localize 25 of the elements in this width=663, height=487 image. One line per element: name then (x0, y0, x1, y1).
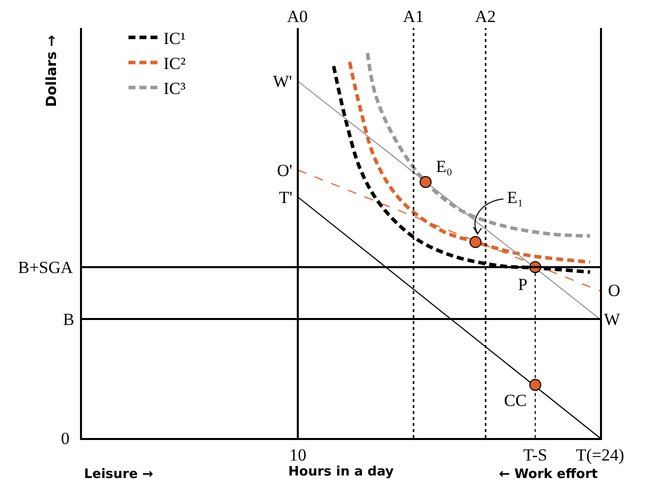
annotation: P (518, 275, 528, 294)
text: ← Work effort (499, 467, 598, 482)
x-tick-label: T-S (523, 445, 548, 464)
ref-line-label: A0 (287, 7, 308, 26)
x-tick-label: 10 (289, 445, 306, 464)
x-tick-label: T(=24) (576, 445, 624, 464)
ref-line-label: B+SGA (18, 258, 74, 277)
ref-line-label: A2 (475, 7, 496, 26)
ref-line-label: B (63, 310, 74, 329)
legend-label: IC¹ (163, 28, 186, 48)
ref-line-label: A1 (403, 7, 424, 26)
annotation: W' (273, 72, 292, 91)
legend-label: IC³ (163, 79, 186, 98)
annotation: E₀ (436, 157, 452, 176)
annotation: T' (279, 188, 292, 207)
annotation: W (604, 310, 621, 329)
y-axis-title: Dollars → (44, 34, 60, 107)
annotation: E₁ (507, 188, 524, 207)
legend-label: IC² (163, 54, 186, 74)
text: Leisure → (84, 467, 154, 482)
text: 0 (61, 429, 70, 448)
annotation: O (608, 281, 620, 300)
annotation: O' (277, 161, 292, 180)
annotation: CC (504, 391, 527, 410)
x-axis-title: Hours in a day (288, 464, 394, 480)
